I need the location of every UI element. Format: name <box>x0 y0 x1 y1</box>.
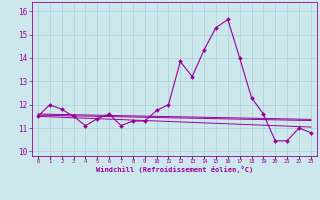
X-axis label: Windchill (Refroidissement éolien,°C): Windchill (Refroidissement éolien,°C) <box>96 166 253 173</box>
